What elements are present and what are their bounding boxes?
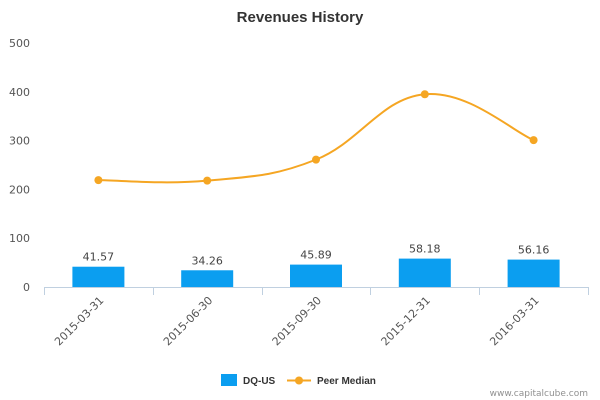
legend-label-dq-us[interactable]: DQ-US [243,376,276,387]
chart-title: Revenues History [237,9,364,26]
credit-text: www.capitalcube.com [490,389,588,399]
bar-value-label: 34.26 [191,254,223,267]
y-tick-label: 400 [9,86,30,99]
bar-value-label: 41.57 [83,251,115,264]
point-peer-median[interactable] [312,155,320,164]
x-tick-label: 2015-09-30 [270,294,324,348]
bar-value-label: 45.89 [300,249,332,262]
point-peer-median[interactable] [203,176,212,185]
bar-dq-us[interactable] [290,264,342,287]
point-peer-median[interactable] [529,136,538,145]
point-peer-median[interactable] [94,176,103,185]
bar-value-label: 58.18 [409,243,441,256]
point-peer-median[interactable] [420,90,429,99]
line-series [94,90,538,185]
line-peer-median[interactable] [98,93,534,184]
bar-dq-us[interactable] [72,266,125,287]
legend-label-peer-median[interactable]: Peer Median [317,376,376,387]
legend-swatch-peer-median-marker[interactable] [295,376,303,385]
bar-value-label: 56.16 [518,244,550,257]
bar-dq-us[interactable] [507,259,560,287]
x-tick-label: 2015-06-30 [161,294,215,348]
x-axis-ticks: 2015-03-31 2015-06-30 2015-09-30 2015-12-31… [52,294,542,348]
bar-dq-us[interactable] [398,258,451,287]
y-tick-label: 200 [9,183,30,196]
x-tick-label: 2015-12-31 [379,294,433,348]
y-axis: 0 100 200 300 400 500 [9,37,30,294]
legend-swatch-dq-us[interactable] [221,374,237,386]
data-labels: 41.57 34.26 45.89 58.18 56.16 [83,243,550,268]
legend: DQ-US Peer Median [221,374,376,387]
y-tick-label: 300 [9,135,30,148]
bar-series [72,258,560,287]
y-tick-label: 0 [23,281,30,294]
y-tick-label: 500 [9,37,30,50]
x-axis [44,287,589,295]
x-tick-label: 2015-03-31 [52,294,106,348]
x-tick-label: 2016-03-31 [487,294,541,348]
y-tick-label: 100 [9,232,30,245]
bar-dq-us[interactable] [181,270,234,287]
